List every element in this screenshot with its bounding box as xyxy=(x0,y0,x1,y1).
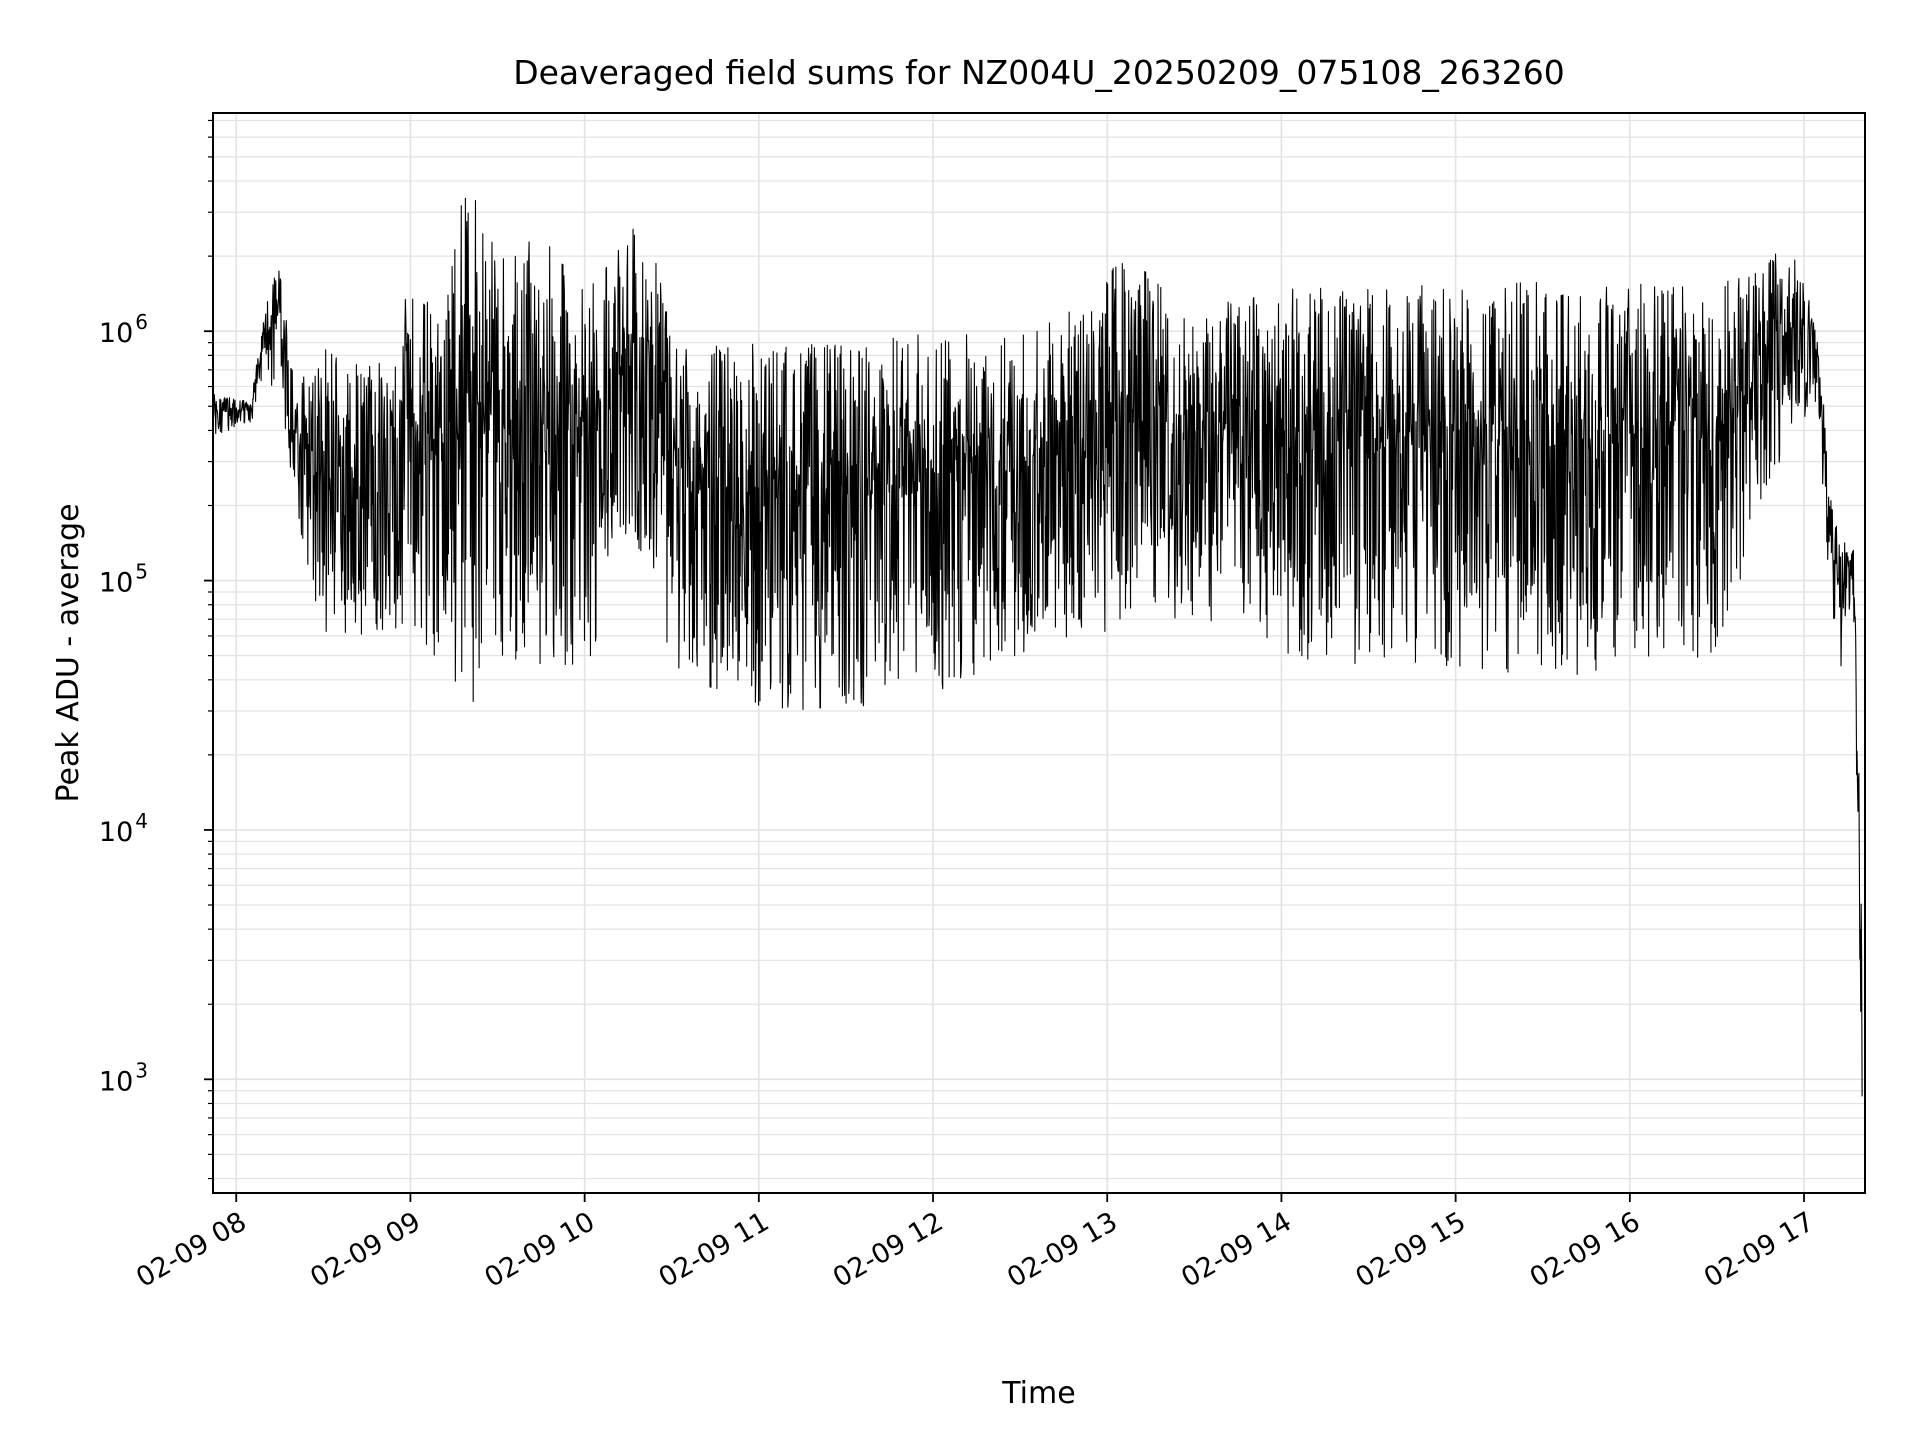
x-axis-label: Time xyxy=(1001,1376,1075,1411)
y-axis-label: Peak ADU - average xyxy=(51,503,86,802)
plot-frame xyxy=(212,112,1866,1194)
data-series xyxy=(212,197,1863,1097)
y-tick-label-exponent: 4 xyxy=(135,809,148,833)
series-line xyxy=(212,197,1863,1097)
y-tick-label-exponent: 6 xyxy=(135,310,148,334)
y-tick-label-exponent: 3 xyxy=(135,1058,148,1082)
grid xyxy=(213,113,1865,1193)
y-tick-label-exponent: 5 xyxy=(135,560,148,584)
chart-title: Deaveraged field sums for NZ004U_2025020… xyxy=(513,53,1565,92)
